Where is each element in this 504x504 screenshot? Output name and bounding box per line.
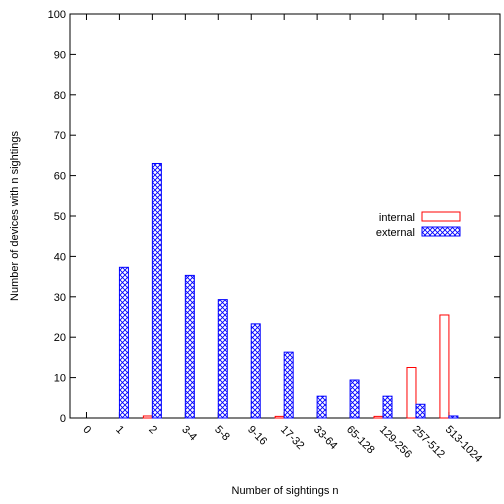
legend-swatch-internal — [421, 211, 461, 222]
x-tick-label: 257-512 — [410, 424, 447, 461]
bar-external — [217, 299, 228, 419]
legend-swatch-external — [421, 226, 461, 237]
y-tick-label: 30 — [54, 292, 66, 304]
legend: internal external — [376, 211, 461, 239]
bars — [118, 162, 459, 419]
x-tick-label: 1 — [113, 424, 126, 437]
y-tick-label: 90 — [54, 49, 66, 61]
y-axis-ticks: 0 10 20 30 40 50 60 70 80 90 100 — [48, 9, 500, 425]
bar-internal — [406, 367, 417, 419]
y-tick-label: 70 — [54, 130, 66, 142]
x-tick-label: 9-16 — [245, 424, 269, 448]
y-axis-label: Number of devices with n sightings — [9, 131, 21, 301]
bar-internal — [373, 415, 384, 419]
x-tick-label: 129-256 — [377, 424, 414, 461]
y-tick-label: 40 — [54, 251, 66, 263]
bar-internal — [274, 415, 285, 419]
y-tick-label: 10 — [54, 373, 66, 385]
bar-external — [151, 162, 162, 419]
y-tick-label: 50 — [54, 211, 66, 223]
bar-external — [349, 379, 360, 419]
x-tick-label: 17-32 — [278, 424, 306, 452]
x-tick-label: 33-64 — [311, 424, 339, 452]
bar-external — [415, 403, 426, 419]
bar-external — [382, 395, 393, 419]
x-tick-label: 5-8 — [212, 424, 232, 444]
bar-external — [118, 266, 129, 419]
y-tick-label: 0 — [60, 413, 66, 425]
x-axis-ticks: 0 1 2 3-4 5-8 9-16 17-32 33-64 65-128 129-256257-… — [80, 14, 484, 465]
y-tick-label: 80 — [54, 90, 66, 102]
bar-external — [250, 323, 261, 419]
bar-external — [283, 351, 294, 419]
bar-internal — [142, 415, 153, 419]
legend-label-external: external — [376, 227, 415, 239]
bar-external — [184, 274, 195, 419]
x-tick-label: 2 — [146, 424, 159, 437]
y-tick-label: 60 — [54, 171, 66, 183]
y-tick-label: 100 — [48, 9, 66, 21]
bar-internal — [439, 314, 450, 419]
bar-external — [316, 395, 327, 419]
x-tick-label: 0 — [80, 424, 93, 437]
legend-label-internal: internal — [379, 212, 415, 224]
x-tick-label: 513-1024 — [443, 424, 484, 465]
bar-external — [448, 415, 459, 419]
x-tick-label: 65-128 — [344, 424, 377, 457]
x-axis-label: Number of sightings n — [232, 485, 339, 497]
y-tick-label: 20 — [54, 332, 66, 344]
x-tick-label: 3-4 — [179, 424, 199, 444]
